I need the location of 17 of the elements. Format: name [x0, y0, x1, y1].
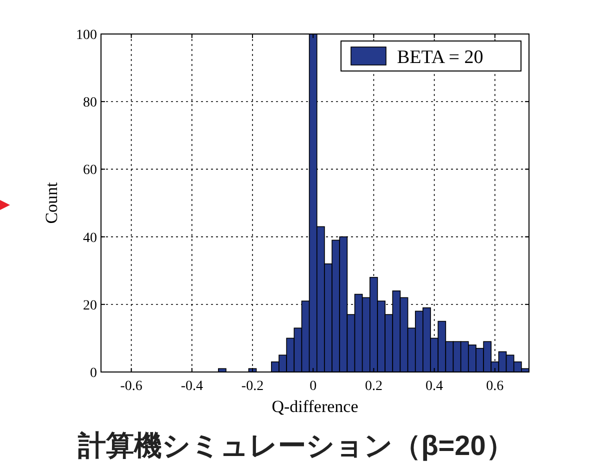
y-tick-label: 60 — [83, 163, 97, 178]
text: 計算機シミュレーション（β=20） — [77, 430, 514, 461]
y-axis-title: Count — [42, 182, 61, 224]
x-tick-label: -0.4 — [180, 379, 203, 394]
x-tick-label: 0.2 — [364, 379, 382, 394]
y-tick-label: 40 — [83, 230, 97, 246]
x-tick-label: 0.6 — [486, 379, 504, 394]
x-tick-label: -0.2 — [241, 379, 264, 394]
x-tick-label: 0 — [310, 379, 317, 394]
x-tick-label: -0.6 — [120, 379, 142, 394]
y-tick-label: 100 — [76, 28, 97, 43]
x-axis-title: Q-difference — [272, 397, 358, 416]
y-tick-label: 0 — [90, 366, 97, 381]
x-tick-label: 0.4 — [426, 379, 444, 394]
y-tick-label: 80 — [83, 96, 97, 111]
legend-label: BETA = 20 — [397, 47, 484, 68]
y-tick-label: 20 — [83, 298, 97, 314]
